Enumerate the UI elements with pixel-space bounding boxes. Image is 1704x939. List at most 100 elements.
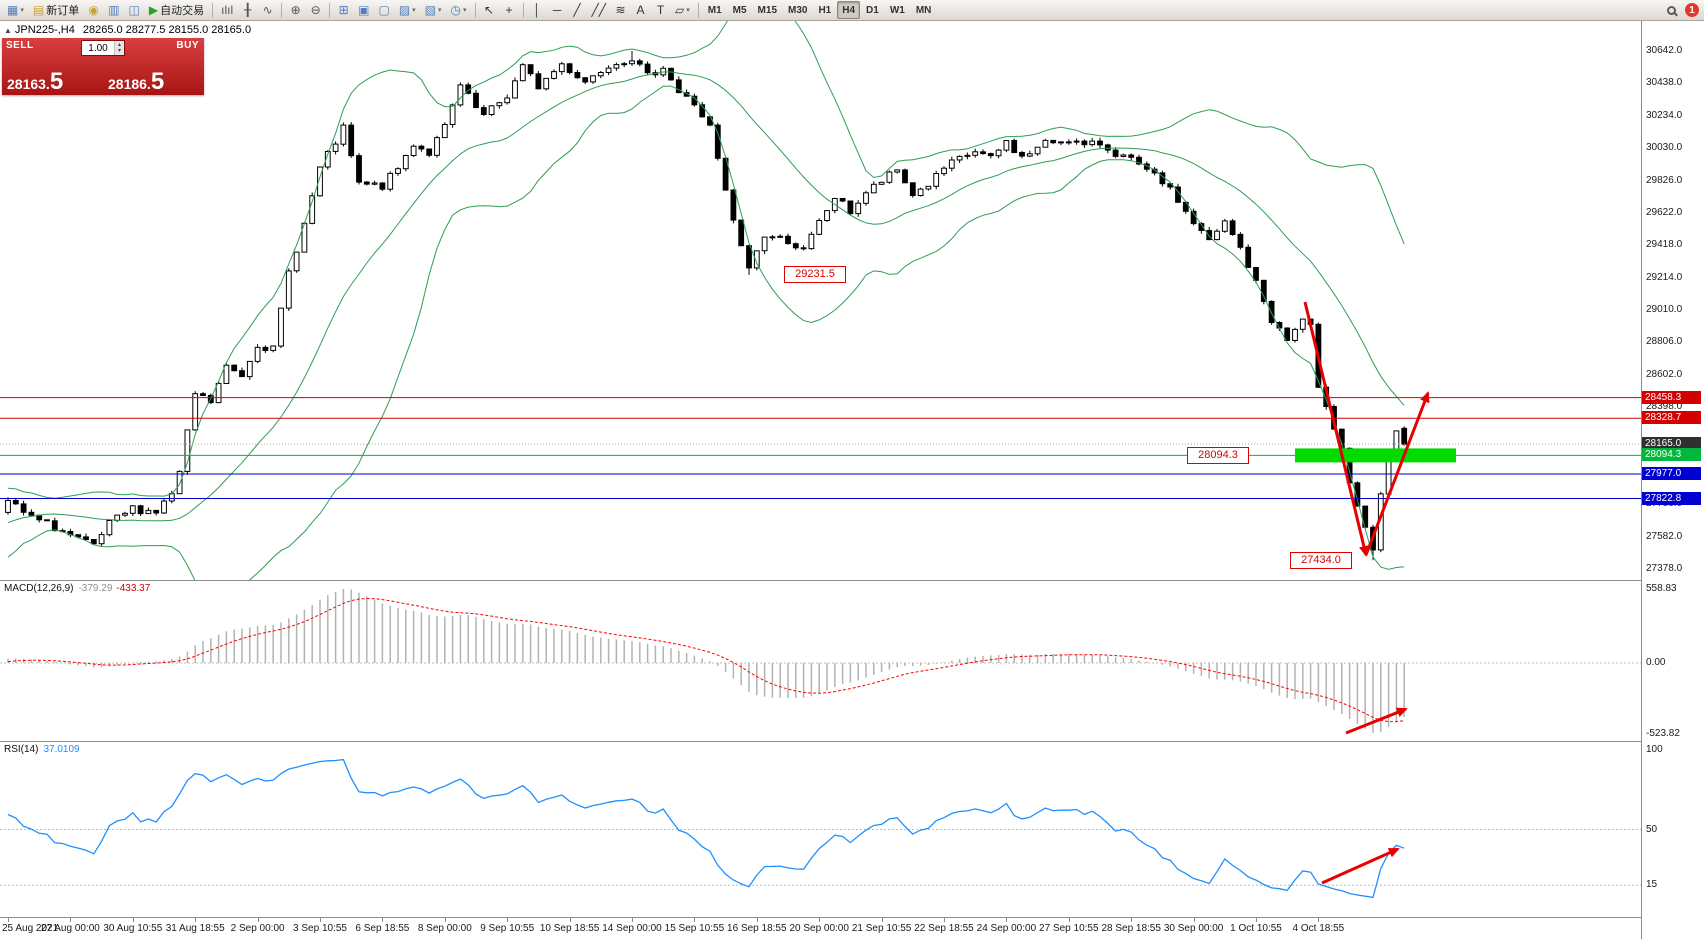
buy-label: BUY <box>176 40 199 51</box>
time-tick <box>1318 918 1320 922</box>
notification-badge[interactable]: 1 <box>1685 3 1699 17</box>
ohlc-values: 28265.0 28277.5 28155.0 28165.0 <box>82 24 252 36</box>
text-icon: A <box>636 3 645 17</box>
timeframe-mn-button[interactable]: MN <box>915 4 932 16</box>
rsi-plot[interactable] <box>0 742 1641 917</box>
volume-down-icon[interactable]: ▾ <box>117 48 121 54</box>
toolbar-right: 1 <box>1662 1 1701 19</box>
profiles-icon[interactable]: ▧ ▾ <box>421 1 446 19</box>
timeframe-d1-button[interactable]: D1 <box>866 4 879 16</box>
shapes-icon[interactable]: ▱ ▾ <box>671 1 694 19</box>
dropdown-caret-icon: ▾ <box>438 7 442 14</box>
candlestick-chart-icon[interactable]: ╂ <box>238 1 257 19</box>
rsi-panel[interactable]: RSI(14) 37.0109 <box>0 742 1704 918</box>
time-label: 6 Sep 18:55 <box>355 923 410 934</box>
templates-icon[interactable]: ▨ ▾ <box>395 1 420 19</box>
sell-button[interactable]: SELL 28163.5 <box>2 38 103 95</box>
time-label: 25 Aug 2021 <box>2 923 59 934</box>
fibonacci-icon[interactable]: ≋ <box>611 1 630 19</box>
line-chart-icon[interactable]: ∿ <box>258 1 277 19</box>
timeframe-m1-button[interactable]: M1 <box>707 4 722 16</box>
price-scale[interactable]: 30642.0 30438.0 30234.0 30030.0 29826.0 29622… <box>1641 21 1704 939</box>
vertical-line-icon[interactable]: │ <box>528 1 547 19</box>
time-tick <box>1006 918 1008 922</box>
price-marker: 27822.8 <box>1641 491 1701 505</box>
vertical-line-icon: │ <box>533 3 541 17</box>
arrange-icons-icon: ▢ <box>378 3 390 17</box>
timeframe-m5-button[interactable]: M5 <box>732 4 747 16</box>
toolbar-separator <box>212 2 214 18</box>
rsi-scale-label: 15 <box>1646 879 1658 891</box>
time-tick <box>257 918 259 922</box>
price-marker: 28094.3 <box>1641 448 1701 462</box>
text-label-icon[interactable]: T <box>651 1 670 19</box>
data-window-icon[interactable]: ◫ <box>125 1 144 19</box>
price-callout[interactable]: 28094.3 <box>1187 446 1249 464</box>
market-watch-icon[interactable]: ▥ <box>104 1 123 19</box>
market-watch-icon: ▥ <box>108 3 120 17</box>
macd-signal-value: -433.37 <box>116 583 151 594</box>
macd-value: -379.29 <box>78 583 113 594</box>
channel-icon[interactable]: ╱╱ <box>588 1 610 19</box>
time-tick <box>881 918 883 922</box>
time-tick <box>756 918 758 922</box>
volume-up-icon[interactable]: ▴ <box>117 42 121 48</box>
cursor-icon[interactable]: ↖ <box>480 1 499 19</box>
timeframe-h4-button[interactable]: H4 <box>837 1 861 19</box>
cascade-windows-icon[interactable]: ▣ <box>354 1 373 19</box>
auto-trading-button-icon: ▶ <box>148 3 159 17</box>
zoom-in-icon[interactable]: ⊕ <box>286 1 305 19</box>
scale-separator <box>1641 21 1642 939</box>
main-chart-panel[interactable]: ▲ JPN225-,H4 28265.0 28277.5 28155.0 28165… <box>0 21 1704 581</box>
zoom-out-icon[interactable]: ⊖ <box>306 1 325 19</box>
tile-windows-icon[interactable]: ⊞ <box>334 1 353 19</box>
time-label: 20 Sep 00:00 <box>789 923 849 934</box>
time-label: 31 Aug 18:55 <box>165 923 225 934</box>
arrange-icons-icon[interactable]: ▢ <box>374 1 393 19</box>
price-callout[interactable]: 27434.0 <box>1290 551 1352 569</box>
oneclick-toggle-icon[interactable]: ▲ <box>4 26 12 35</box>
zoom-in-icon: ⊕ <box>290 3 301 17</box>
time-tick <box>694 918 696 922</box>
history-center-icon[interactable]: ◉ <box>84 1 103 19</box>
rsi-scale-label: 50 <box>1646 823 1658 835</box>
price-marker: 28458.3 <box>1641 390 1701 404</box>
time-label: 8 Sep 00:00 <box>417 923 472 934</box>
timeframe-m30-button[interactable]: M30 <box>788 4 808 16</box>
macd-plot[interactable] <box>0 581 1641 741</box>
text-icon[interactable]: A <box>631 1 650 19</box>
new-order-button-label: 新订单 <box>46 5 80 17</box>
time-label: 9 Sep 10:55 <box>480 923 535 934</box>
horizontal-line-icon[interactable]: ─ <box>548 1 567 19</box>
period-icon[interactable]: ◷ ▾ <box>447 1 471 19</box>
sell-label: SELL <box>6 40 34 51</box>
auto-trading-button[interactable]: ▶ 自动交易 <box>145 1 208 19</box>
time-label: 30 Sep 00:00 <box>1163 923 1224 934</box>
rsi-name: RSI(14) <box>4 744 39 755</box>
price-tick: 28602.0 <box>1646 368 1683 380</box>
main-toolbar: ▦ ▾ ▤ 新订单 ◉ ▥ ◫ ▶ 自动交易 ılıl ╂ ∿ ⊕ ⊖ ⊞ ▣ ▢ ▨ ▾ ▧ ▾ ◷ ▾ ↖ + │ ─ ╱ ╱╱ ≋ A… <box>0 0 1704 21</box>
crosshair-icon[interactable]: + <box>500 1 519 19</box>
volume-input[interactable] <box>82 41 114 55</box>
rsi-value: 37.0109 <box>43 744 80 755</box>
macd-panel[interactable]: MACD(12,26,9) -379.29 -433.37 <box>0 581 1704 742</box>
symbol-info: ▲ JPN225-,H4 28265.0 28277.5 28155.0 28165… <box>4 24 251 36</box>
time-axis[interactable]: 25 Aug 2021 27 Aug 00:00 30 Aug 10:55 31 Au… <box>0 918 1704 939</box>
time-tick <box>1193 918 1195 922</box>
price-callout[interactable]: 29231.5 <box>784 266 846 284</box>
new-chart-icon[interactable]: ▦ ▾ <box>3 1 28 19</box>
bar-chart-icon[interactable]: ılıl <box>217 1 237 19</box>
candlestick-chart-icon: ╂ <box>244 3 252 17</box>
search-button[interactable] <box>1662 1 1681 19</box>
time-tick <box>382 918 384 922</box>
price-tick: 29622.0 <box>1646 206 1683 218</box>
cursor-icon: ↖ <box>484 3 495 17</box>
timeframe-m15-button[interactable]: M15 <box>757 4 777 16</box>
trendline-icon[interactable]: ╱ <box>568 1 587 19</box>
macd-scale-min: -523.82 <box>1646 728 1680 739</box>
timeframe-h1-button[interactable]: H1 <box>818 4 832 16</box>
new-order-button[interactable]: ▤ 新订单 <box>29 1 83 19</box>
timeframe-w1-button[interactable]: W1 <box>889 4 905 16</box>
main-chart-plot[interactable] <box>0 21 1641 580</box>
buy-price: 28186.5 <box>108 68 165 95</box>
